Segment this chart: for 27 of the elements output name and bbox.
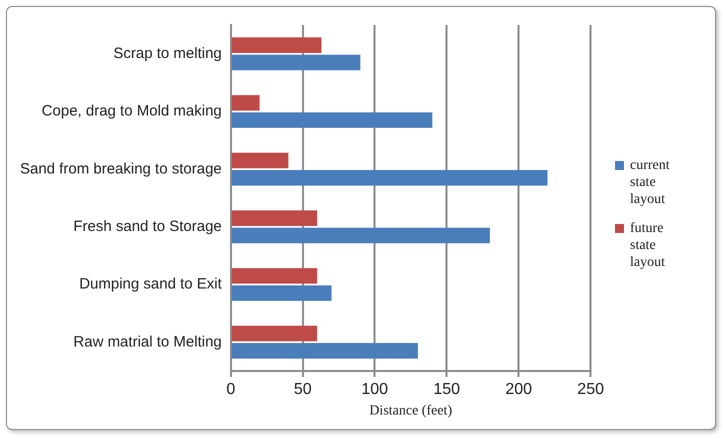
y-tick-label: Dumping sand to Exit (79, 276, 223, 293)
bar (232, 285, 332, 301)
x-tick-label: 0 (226, 381, 236, 398)
bar (232, 268, 318, 284)
y-tick-label: Fresh sand to Storage (73, 218, 222, 235)
bar (232, 228, 490, 244)
bar (232, 210, 318, 226)
y-tick-label: Sand from breaking to storage (20, 160, 222, 178)
bar (232, 112, 432, 128)
bar (232, 37, 322, 53)
bar (232, 170, 548, 186)
x-tick-label: 50 (294, 381, 312, 398)
bar (232, 95, 260, 111)
x-tick-label: 200 (505, 381, 532, 398)
x-axis-title: Distance (feet) (369, 403, 452, 418)
legend-label: future state layout (630, 220, 666, 271)
x-tick-label: 150 (433, 381, 460, 398)
y-tick-label: Raw matrial to Melting (73, 333, 222, 350)
bar (232, 343, 418, 359)
bar (232, 152, 288, 168)
bar (232, 54, 360, 70)
x-tick-label: 100 (361, 381, 388, 398)
y-tick-label: Scrap to melting (113, 44, 222, 62)
y-tick-label: Cope, drag to Mold making (42, 102, 222, 120)
x-tick-label: 250 (577, 381, 604, 398)
bar (232, 326, 318, 342)
legend-label: current state layout (630, 157, 671, 208)
